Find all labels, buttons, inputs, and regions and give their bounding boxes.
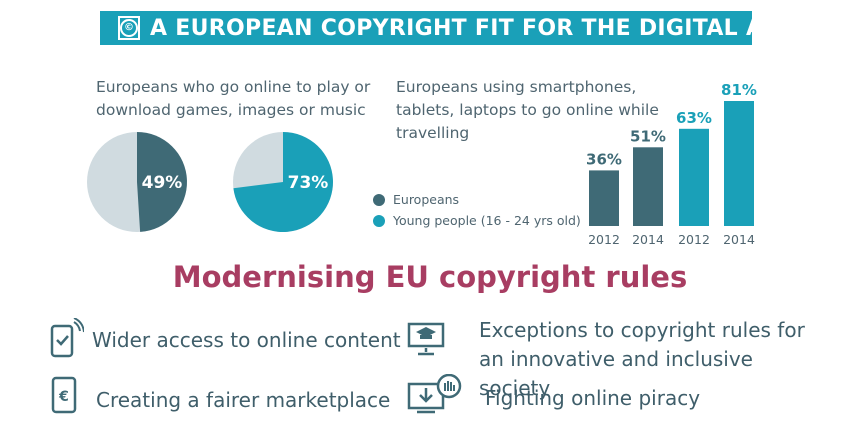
bar (724, 101, 754, 226)
bar-tick-label: 2012 (678, 232, 710, 247)
feature-text: Creating a fairer marketplace (96, 388, 391, 412)
pie-caption: Europeans who go online to play or downl… (96, 78, 371, 119)
svg-text:€: € (58, 389, 69, 405)
pie-slice-young (233, 132, 333, 233)
legend-europeans-label: Europeans (393, 192, 460, 207)
bar (679, 128, 709, 226)
bar (589, 170, 619, 226)
euro-phone-icon: € (51, 376, 77, 414)
tablet-check-icon (50, 318, 84, 358)
bar-tick-label: 2014 (723, 232, 755, 247)
bar-value-label: 51% (630, 127, 666, 145)
section-subtitle: Modernising EU copyright rules (172, 260, 688, 294)
feature-fairer-marketplace: € Creating a fairer marketplace (50, 376, 390, 416)
bar (633, 147, 663, 226)
feature-piracy: Fighting online piracy (405, 374, 700, 416)
pie-value-label: 73% (288, 173, 329, 193)
legend-europeans-swatch (373, 193, 385, 206)
feature-text: Exceptions to copyright rules for an inn… (479, 318, 805, 400)
feature-text: Wider access to online content (92, 328, 401, 352)
bar-value-label: 63% (676, 109, 712, 127)
pie-value-label: 49% (142, 173, 183, 193)
feature-exceptions: Exceptions to copyright rules for an inn… (405, 316, 809, 403)
banner-title: A EUROPEAN COPYRIGHT FIT FOR THE DIGITAL… (150, 15, 797, 41)
bar-tick-label: 2014 (632, 232, 664, 247)
legend-young-label: Young people (16 - 24 yrs old) (393, 213, 581, 228)
pie-slice-europeans (137, 132, 187, 232)
download-stop-icon (407, 374, 462, 414)
bar-value-label: 81% (721, 81, 757, 99)
legend-young-swatch (373, 214, 385, 227)
bar-value-label: 36% (586, 150, 622, 168)
legend-europeans: Europeans (373, 192, 459, 207)
bar-tick-label: 2012 (588, 232, 620, 247)
feature-wider-access: Wider access to online content (50, 318, 401, 362)
copyright-icon: © (118, 16, 140, 40)
legend-young: Young people (16 - 24 yrs old) (373, 213, 581, 228)
title-banner: © A EUROPEAN COPYRIGHT FIT FOR THE DIGIT… (100, 11, 797, 45)
graduation-screen-icon (407, 322, 445, 356)
feature-text: Fighting online piracy (485, 386, 701, 410)
bar-caption: Europeans using smartphones, tablets, la… (396, 78, 659, 142)
